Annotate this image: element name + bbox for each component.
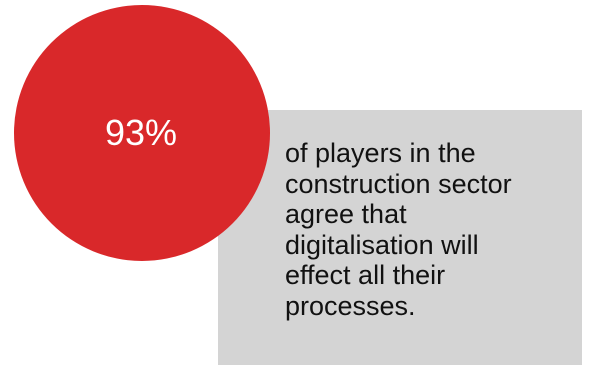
caption-line: agree that — [285, 199, 407, 229]
caption-box: of players in the construction sector ag… — [218, 110, 582, 365]
caption-line: processes. — [285, 290, 416, 321]
caption-line: construction sector — [285, 168, 512, 199]
caption-line: effect all their — [285, 260, 446, 290]
caption-line: of players in the — [285, 138, 476, 168]
caption-line: digitalisation will — [285, 229, 479, 260]
stat-value: 93% — [104, 112, 178, 153]
caption-text: of players in the construction sector ag… — [285, 138, 565, 321]
stat-circle: 93% — [14, 5, 270, 261]
